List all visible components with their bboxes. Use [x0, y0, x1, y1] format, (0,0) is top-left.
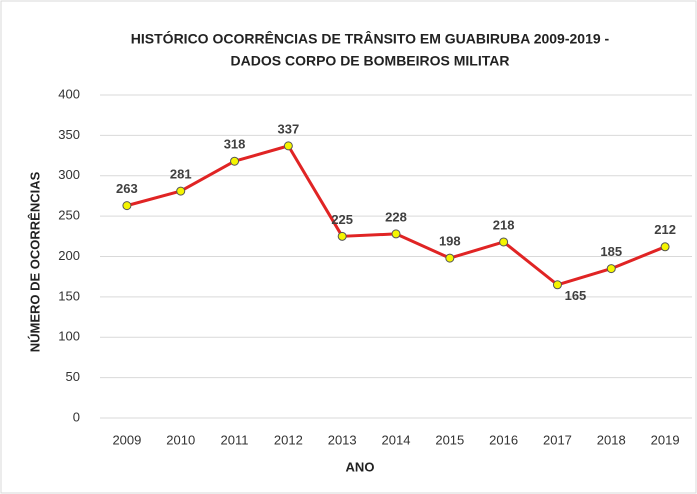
- data-label: 318: [224, 137, 246, 152]
- y-axis-label: NÚMERO DE OCORRÊNCIAS: [27, 171, 42, 352]
- data-point: [499, 237, 509, 247]
- x-tick-label: 2017: [543, 432, 572, 447]
- data-label: 165: [565, 288, 587, 303]
- data-point: [337, 231, 347, 241]
- x-tick-label: 2010: [166, 432, 195, 447]
- y-tick-label: 100: [58, 329, 80, 344]
- chart-title: HISTÓRICO OCORRÊNCIAS DE TRÂNSITO EM GUA…: [131, 30, 610, 47]
- data-label: 218: [493, 217, 515, 232]
- data-point: [552, 280, 562, 290]
- y-tick-label: 350: [58, 127, 80, 142]
- data-label: 337: [278, 121, 300, 136]
- x-tick-label: 2014: [382, 432, 411, 447]
- data-label: 281: [170, 167, 192, 182]
- x-axis-label: ANO: [346, 459, 375, 474]
- y-tick-label: 400: [58, 86, 80, 101]
- y-tick-label: 150: [58, 288, 80, 303]
- x-tick-label: 2018: [597, 432, 626, 447]
- y-tick-label: 200: [58, 248, 80, 263]
- x-tick-label: 2013: [328, 432, 357, 447]
- chart-title: DADOS CORPO DE BOMBEIROS MILITAR: [231, 53, 510, 69]
- x-tick-label: 2016: [489, 432, 518, 447]
- data-point: [445, 253, 455, 263]
- data-point: [122, 201, 132, 211]
- x-tick-label: 2009: [112, 432, 141, 447]
- data-point: [283, 141, 293, 151]
- y-tick-label: 250: [58, 208, 80, 223]
- data-label: 185: [600, 244, 622, 259]
- data-point: [660, 242, 670, 252]
- data-label: 225: [331, 212, 353, 227]
- data-point: [230, 156, 240, 166]
- x-tick-label: 2012: [274, 432, 303, 447]
- data-point: [391, 229, 401, 239]
- x-tick-label: 2019: [651, 432, 680, 447]
- y-tick-label: 50: [66, 369, 80, 384]
- data-label: 212: [654, 222, 676, 237]
- data-point: [176, 186, 186, 196]
- data-label: 198: [439, 234, 461, 249]
- x-tick-label: 2011: [221, 432, 249, 447]
- data-label: 228: [385, 209, 407, 224]
- x-tick-label: 2015: [435, 432, 464, 447]
- y-tick-label: 0: [73, 409, 80, 424]
- data-label: 263: [116, 181, 138, 196]
- data-point: [606, 264, 616, 274]
- y-tick-label: 300: [58, 167, 80, 182]
